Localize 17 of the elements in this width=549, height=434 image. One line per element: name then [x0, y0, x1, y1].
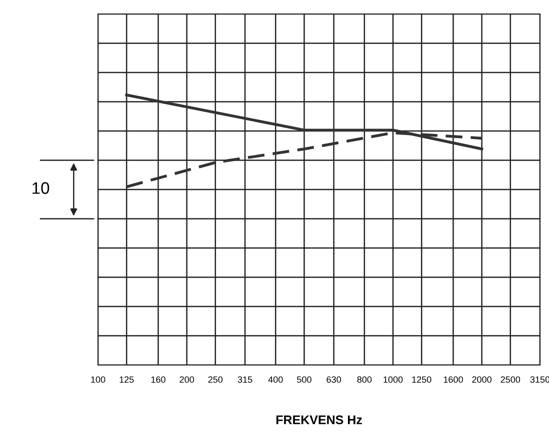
x-tick-label: 630 — [326, 376, 341, 383]
x-tick-label: 400 — [268, 376, 283, 383]
x-tick-label: 125 — [120, 376, 134, 383]
x-tick-label: 2500 — [500, 376, 520, 383]
x-tick-label: 100 — [91, 376, 106, 383]
x-axis-title: FREKVENS Hz — [276, 415, 362, 424]
x-tick-label: 1600 — [444, 376, 463, 383]
x-tick-label: 200 — [180, 376, 194, 383]
x-tick-label: 2000 — [472, 376, 492, 383]
x-tick-label: 315 — [238, 376, 252, 383]
x-tick-label: 800 — [357, 376, 372, 383]
text: 10 — [32, 182, 50, 194]
x-tick-label: 1000 — [384, 376, 403, 383]
x-tick-label: 500 — [297, 376, 312, 383]
x-tick-label: 160 — [151, 376, 166, 383]
x-tick-label: 1250 — [412, 376, 432, 383]
x-tick-label: 250 — [208, 376, 223, 383]
